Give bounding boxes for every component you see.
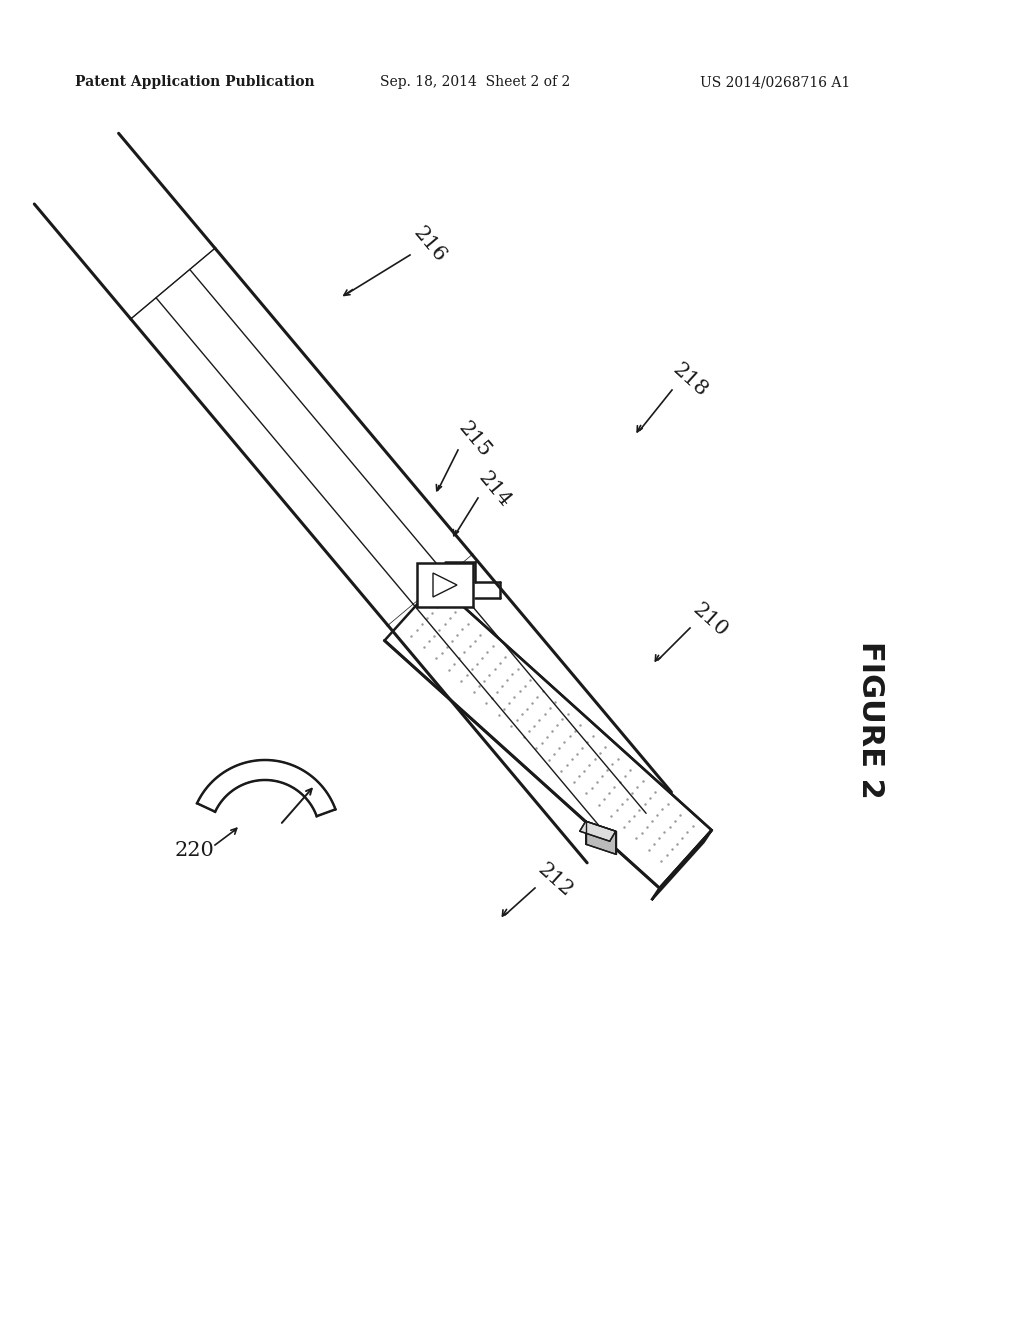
Text: 215: 215 [455,418,495,462]
Text: 220: 220 [175,841,215,859]
Polygon shape [417,564,473,607]
Text: US 2014/0268716 A1: US 2014/0268716 A1 [700,75,850,88]
Polygon shape [651,830,712,900]
Text: 218: 218 [669,359,712,400]
Polygon shape [197,760,336,816]
Text: Sep. 18, 2014  Sheet 2 of 2: Sep. 18, 2014 Sheet 2 of 2 [380,75,570,88]
Polygon shape [580,821,615,841]
Text: 210: 210 [689,599,731,640]
Polygon shape [433,573,457,597]
Text: 214: 214 [475,469,515,511]
Polygon shape [131,248,472,626]
Text: FIGURE 2: FIGURE 2 [855,642,885,799]
Text: 212: 212 [534,859,577,900]
Polygon shape [384,582,712,888]
Polygon shape [586,821,615,854]
Text: Patent Application Publication: Patent Application Publication [75,75,314,88]
Text: 216: 216 [410,223,451,267]
